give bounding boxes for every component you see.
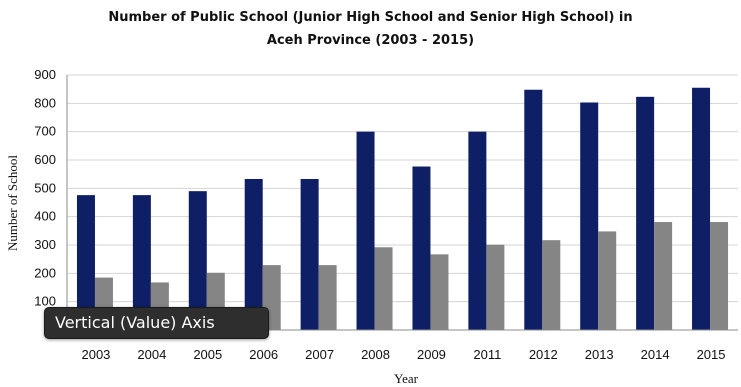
bar[interactable]: [244, 178, 263, 330]
x-tick-label: 2014: [641, 347, 670, 362]
bar[interactable]: [580, 102, 599, 330]
y-tick-label: 600: [34, 152, 56, 167]
gridlines: [67, 74, 738, 303]
x-tick-label: 2006: [249, 347, 278, 362]
bar[interactable]: [318, 265, 337, 330]
bar[interactable]: [412, 166, 431, 330]
y-tick-labels: 0100200300400500600700800900: [34, 67, 56, 337]
y-tick-label: 500: [34, 180, 56, 195]
y-tick-label: 900: [34, 67, 56, 82]
bar[interactable]: [374, 247, 393, 330]
bar[interactable]: [598, 231, 617, 330]
x-tick-label: 2008: [361, 347, 390, 362]
x-tick-label: 2012: [529, 347, 558, 362]
bar[interactable]: [542, 240, 561, 330]
y-tick-label: 200: [34, 265, 56, 280]
bar[interactable]: [430, 254, 449, 330]
bar[interactable]: [356, 131, 375, 330]
x-tick-label: 2009: [417, 347, 446, 362]
bar[interactable]: [654, 222, 673, 330]
chart-title-line-1: Number of Public School (Junior High Sch…: [108, 10, 633, 25]
y-tick-label: 700: [34, 124, 56, 139]
y-tick-label: 300: [34, 237, 56, 252]
bar[interactable]: [188, 191, 207, 330]
x-tick-labels: 2003 2004 2005 2006 2007 2008 2009 2011 2012 2013…: [81, 347, 725, 362]
bars: [76, 87, 729, 330]
bar[interactable]: [636, 96, 655, 330]
bar[interactable]: [468, 131, 487, 330]
y-tick-label: 400: [34, 209, 56, 224]
bar[interactable]: [132, 195, 151, 330]
x-tick-label: 2011: [473, 347, 501, 362]
x-tick-label: 2007: [305, 347, 334, 362]
bar[interactable]: [486, 244, 505, 330]
x-tick-label: 2003: [81, 347, 110, 362]
x-tick-label: 2013: [585, 347, 614, 362]
bar[interactable]: [710, 222, 729, 330]
y-axis-title[interactable]: Number of School: [5, 155, 20, 251]
x-tick-label: 2015: [697, 347, 726, 362]
x-tick-label: 2005: [193, 347, 222, 362]
axis-tooltip: Vertical (Value) Axis: [44, 307, 269, 339]
bar[interactable]: [524, 89, 543, 330]
x-axis-title: Year: [394, 371, 419, 386]
x-tick-label: 2004: [137, 347, 166, 362]
bar[interactable]: [300, 178, 319, 330]
bar[interactable]: [76, 195, 95, 330]
y-tick-label: 100: [34, 294, 56, 309]
bar[interactable]: [692, 87, 711, 330]
y-tick-label: 800: [34, 95, 56, 110]
chart-title-line-2: Aceh Province (2003 - 2015): [266, 33, 475, 48]
chart-title: Number of Public School (Junior High Sch…: [0, 6, 741, 52]
